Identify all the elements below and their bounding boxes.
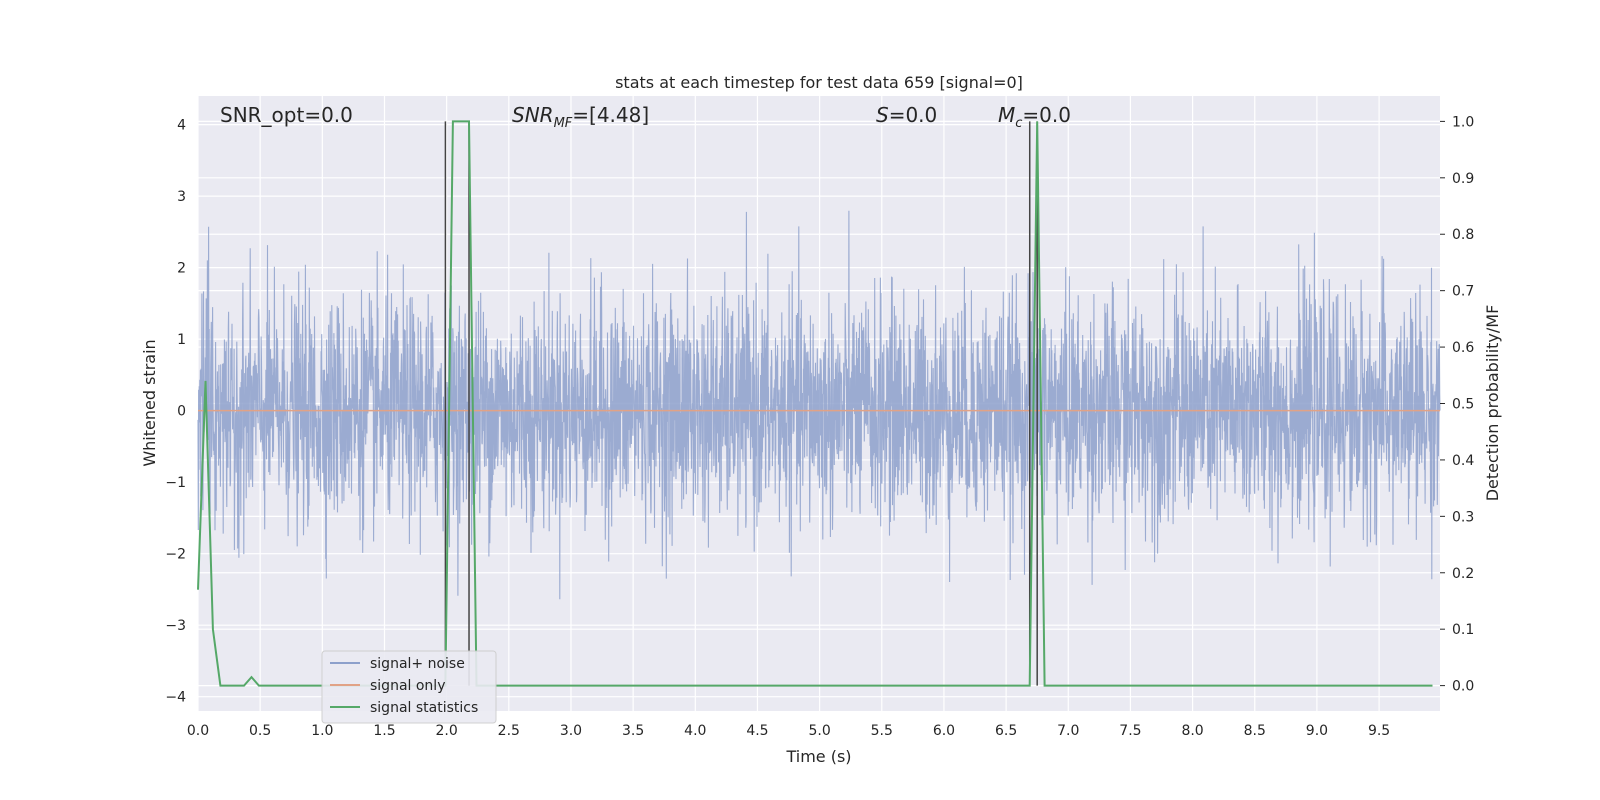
y2-tick-label: 0.9: [1452, 171, 1474, 187]
y-tick-label: −1: [165, 475, 186, 491]
x-tick-labels: 0.0 0.5 1.0 1.5 2.0 2.5 3.0 3.5 4.0 4.5 5.0 5.5 6.0 6…: [187, 723, 1390, 739]
x-tick-label: 0.5: [249, 723, 271, 739]
legend-box: [321, 650, 497, 724]
x-tick-label: 1.5: [373, 723, 395, 739]
y2-tick-label: 1.0: [1452, 114, 1474, 130]
x-tick-label: 4.5: [746, 723, 768, 739]
annotation-3: S=0.0: [876, 103, 937, 127]
y-tick-label: 0: [177, 404, 186, 420]
signal-noise-line: [197, 210, 1441, 600]
x-tick-label: 9.5: [1368, 723, 1390, 739]
annotations: SNR_opt=0.0 SNRMF=[4.48] S=0.0 Mc=0.0: [220, 103, 1071, 131]
x-tick-label: 2.5: [498, 723, 520, 739]
legend-label-signal-only: signal only: [370, 678, 445, 694]
annotation-4: Mc=0.0: [998, 103, 1071, 131]
y2-tick-label: 0.7: [1452, 284, 1474, 300]
signal-statistics-line: [197, 120, 1433, 687]
x-tick-label: 0.0: [187, 723, 209, 739]
x-tick-label: 4.0: [684, 723, 706, 739]
x-tick-label: 8.0: [1181, 723, 1203, 739]
x-tick-label: 5.0: [808, 723, 830, 739]
x-tick-label: 6.0: [933, 723, 955, 739]
y-tick-labels: 4 3 2 1 0 −1 −2 −3 −4: [165, 118, 186, 706]
annotation-1: SNR_opt=0.0: [220, 103, 353, 127]
y-tick-label: −2: [165, 547, 186, 563]
y2-tick-label: 0.3: [1452, 509, 1474, 525]
y2-tick-label: 0.0: [1452, 679, 1474, 695]
x-tick-label: 5.5: [871, 723, 893, 739]
y2-tick-labels: 1.0 0.9 0.8 0.7 0.6 0.5 0.4 0.3 0.2 0.1 0.0: [1440, 114, 1474, 695]
x-tick-label: 7.5: [1119, 723, 1141, 739]
legend: signal+ noise signal only signal statist…: [321, 650, 497, 724]
y2-tick-label: 0.4: [1452, 453, 1474, 469]
signal-statistics-series: [197, 120, 1433, 687]
x-tick-label: 3.0: [560, 723, 582, 739]
signal-noise-series: [197, 210, 1441, 600]
x-tick-label: 2.0: [436, 723, 458, 739]
y-tick-label: −3: [165, 618, 186, 634]
y2-axis-label: Detection probability/MF: [1483, 305, 1502, 502]
annotation-2: SNRMF=[4.48]: [512, 103, 649, 131]
x-tick-label: 1.0: [311, 723, 333, 739]
legend-label-noise: signal+ noise: [370, 656, 465, 672]
y2-tick-label: 0.8: [1452, 227, 1474, 243]
y2-tick-label: 0.1: [1452, 622, 1474, 638]
y2-tick-label: 0.5: [1452, 397, 1474, 413]
legend-label-statistics: signal statistics: [370, 700, 478, 716]
vertical-markers: [444, 121, 1038, 686]
y-tick-label: 1: [177, 332, 186, 348]
y2-tick-label: 0.6: [1452, 340, 1474, 356]
y-tick-label: −4: [165, 690, 186, 706]
x-tick-label: 3.5: [622, 723, 644, 739]
x-tick-label: 8.5: [1244, 723, 1266, 739]
x-tick-label: 9.0: [1306, 723, 1328, 739]
y2-tick-label: 0.2: [1452, 566, 1474, 582]
x-tick-label: 6.5: [995, 723, 1017, 739]
chart-title: stats at each timestep for test data 659…: [615, 73, 1023, 92]
y-axis-label: Whitened strain: [140, 339, 159, 466]
y-tick-label: 4: [177, 118, 186, 134]
x-tick-label: 7.0: [1057, 723, 1079, 739]
y-tick-label: 2: [177, 261, 186, 277]
x-axis-label: Time (s): [785, 747, 851, 766]
y-tick-label: 3: [177, 189, 186, 205]
